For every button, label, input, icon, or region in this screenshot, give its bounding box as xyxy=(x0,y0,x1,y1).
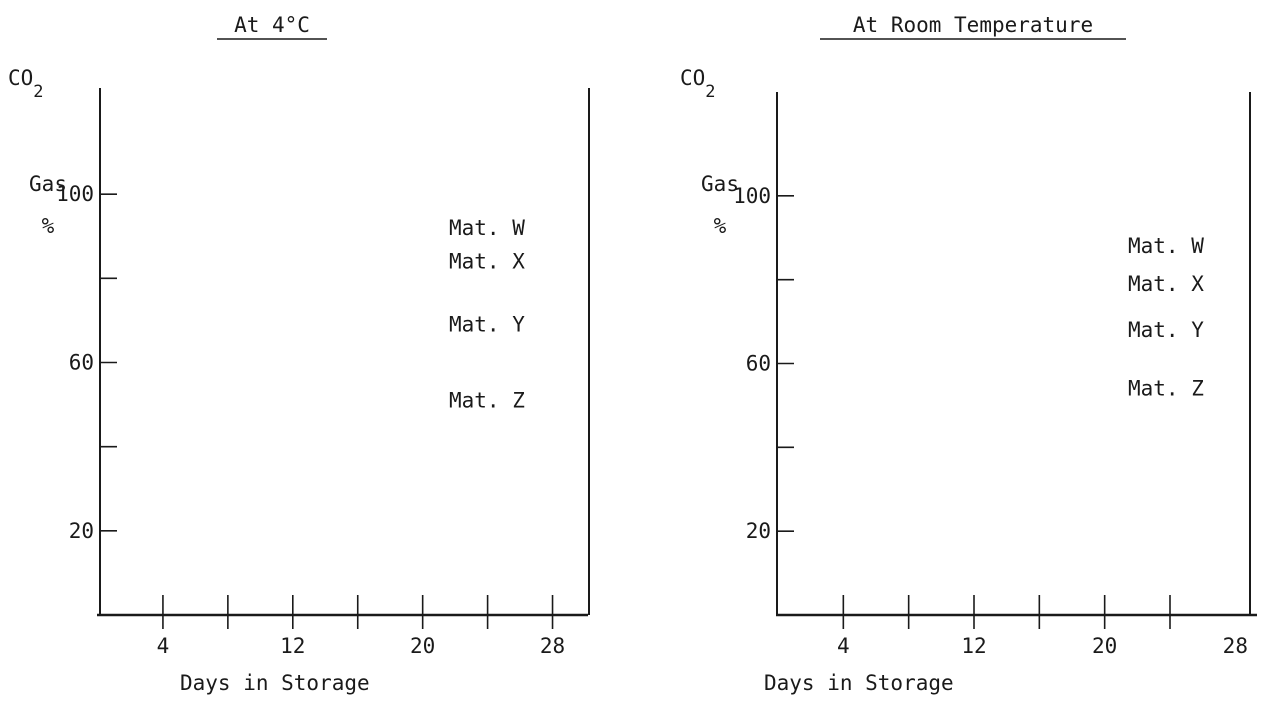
x-axis-label: Days in Storage xyxy=(764,671,954,695)
y-tick-label: 20 xyxy=(69,519,94,543)
chart-panel-room-temperature: At Room Temperature CO2 Gas% 20 60 100 4 12 20 28… xyxy=(680,13,1257,695)
y-axis-label-percent: % xyxy=(714,214,727,238)
y-axis-label-co2: CO2 xyxy=(8,66,44,102)
series-label: Mat. X xyxy=(449,250,525,274)
x-tick-label: 12 xyxy=(280,634,305,658)
x-tick-label: 12 xyxy=(961,634,986,658)
x-tick-label: 20 xyxy=(1092,634,1117,658)
series-label: Mat. Y xyxy=(1128,318,1204,342)
chart-panel-4c: At 4°C CO2 Gas% 20 60 100 4 12 20 28 Days in Stora… xyxy=(8,13,590,695)
y-axis-label-gas: Gas xyxy=(29,172,67,196)
y-tick-label: 60 xyxy=(69,351,94,375)
x-tick-label: 4 xyxy=(837,634,850,658)
y-axis-label-gas: Gas xyxy=(701,172,739,196)
y-tick-label: 100 xyxy=(733,184,771,208)
series-label: Mat. Y xyxy=(449,313,525,337)
y-axis-label-subscript: 2 xyxy=(705,82,715,102)
series-label: Mat. W xyxy=(449,216,525,240)
y-axis-label-percent: % xyxy=(42,214,55,238)
chart-title: At Room Temperature xyxy=(853,13,1093,37)
x-tick-label: 20 xyxy=(410,634,435,658)
x-axis-label: Days in Storage xyxy=(180,671,370,695)
x-tick-label: 4 xyxy=(157,634,170,658)
y-axis-label-co2: CO2 xyxy=(680,66,716,102)
series-label: Mat. Z xyxy=(449,388,525,412)
series-label: Mat. X xyxy=(1128,272,1204,296)
series-label: Mat. W xyxy=(1128,234,1204,258)
y-axis-label-co: CO xyxy=(8,66,33,90)
y-axis-label-subscript: 2 xyxy=(33,82,43,102)
y-tick-label: 60 xyxy=(746,352,771,376)
x-tick-label: 28 xyxy=(1223,634,1248,658)
y-tick-label: 100 xyxy=(56,182,94,206)
x-tick-label: 28 xyxy=(540,634,565,658)
chart-title: At 4°C xyxy=(234,13,310,37)
series-label: Mat. Z xyxy=(1128,377,1204,401)
y-axis-label-co: CO xyxy=(680,66,705,90)
y-tick-label: 20 xyxy=(746,519,771,543)
